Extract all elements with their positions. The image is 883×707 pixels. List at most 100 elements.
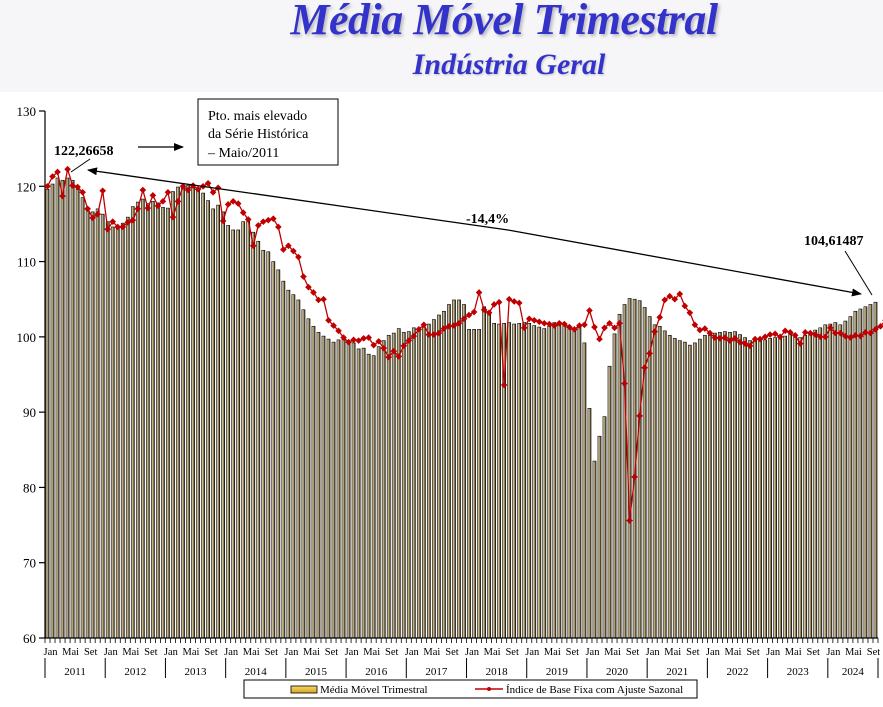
chart-title: Média Móvel Trimestral — [0, 0, 883, 45]
y-tick-label: 110 — [17, 255, 36, 270]
bar — [166, 208, 169, 638]
bar — [693, 343, 696, 638]
bar — [623, 304, 626, 638]
bar — [337, 340, 340, 638]
bar — [869, 304, 872, 638]
x-month-label: Jan — [646, 647, 661, 658]
bar — [688, 345, 691, 638]
x-year-label: 2015 — [305, 666, 328, 678]
bar — [573, 329, 576, 638]
bar — [628, 298, 631, 638]
y-tick-label: 60 — [23, 631, 36, 646]
bar — [467, 329, 470, 638]
line-marker — [512, 299, 517, 304]
line-marker — [45, 184, 50, 189]
bar — [196, 188, 199, 638]
bar — [748, 341, 751, 638]
bar — [733, 332, 736, 638]
bar — [533, 326, 536, 638]
bar — [207, 201, 210, 638]
bar — [708, 335, 711, 638]
bar — [663, 331, 666, 638]
line-marker — [266, 218, 271, 223]
x-month-label: Mai — [664, 647, 681, 658]
bar — [257, 241, 260, 638]
bar — [387, 335, 390, 638]
bar — [297, 300, 300, 638]
x-month-label: Jan — [164, 647, 179, 658]
x-year-label: 2024 — [842, 666, 865, 678]
y-tick-label: 100 — [17, 330, 37, 345]
x-month-label: Set — [566, 647, 580, 658]
bar — [212, 209, 215, 638]
bar — [829, 324, 832, 638]
bar — [548, 326, 551, 638]
bar — [718, 332, 721, 638]
bar — [131, 207, 134, 638]
bar — [71, 180, 74, 638]
bar — [493, 323, 496, 638]
y-tick-label: 130 — [17, 104, 37, 119]
x-month-label: Jan — [104, 647, 119, 658]
x-month-label: Jan — [465, 647, 480, 658]
x-month-label: Mai — [484, 647, 501, 658]
bar — [372, 356, 375, 638]
bar — [673, 338, 676, 638]
x-month-label: Set — [746, 647, 760, 658]
bar — [658, 326, 661, 638]
bar — [56, 178, 59, 638]
bar — [242, 222, 245, 638]
bar — [352, 343, 355, 638]
line-marker — [361, 336, 366, 341]
x-month-label: Jan — [44, 647, 59, 658]
bar — [452, 300, 455, 638]
bar — [126, 217, 129, 638]
bar — [46, 189, 49, 638]
bar — [518, 323, 521, 638]
title-banner: Média Móvel Trimestral Indústria Geral — [0, 0, 883, 92]
bar — [66, 178, 69, 638]
bar — [176, 187, 179, 638]
x-year-label: 2023 — [787, 666, 810, 678]
line-marker — [762, 334, 767, 339]
bar — [191, 186, 194, 638]
bar — [61, 180, 64, 638]
bar — [146, 204, 149, 638]
bar — [834, 323, 837, 638]
line-marker — [476, 290, 481, 295]
legend-bar-swatch — [291, 686, 317, 693]
bar — [312, 326, 315, 638]
bar — [819, 328, 822, 638]
x-year-label: 2016 — [365, 666, 388, 678]
bar — [528, 323, 531, 638]
bar — [588, 408, 591, 638]
bar — [593, 461, 596, 638]
bar — [116, 226, 119, 638]
x-month-label: Jan — [766, 647, 781, 658]
line-marker — [507, 297, 512, 302]
bar — [538, 327, 541, 638]
bar — [402, 332, 405, 638]
line-marker — [587, 308, 592, 313]
bar — [412, 328, 415, 638]
bar — [683, 342, 686, 638]
bar — [217, 205, 220, 638]
change-percent-label: -14,4% — [466, 212, 509, 227]
peak-value-label: 122,26658 — [54, 144, 114, 159]
line-marker — [351, 337, 356, 342]
bar — [764, 340, 767, 638]
x-month-label: Mai — [122, 647, 139, 658]
x-year-label: 2018 — [486, 666, 509, 678]
bar — [332, 342, 335, 638]
x-year-label: 2011 — [64, 666, 86, 678]
bar — [743, 338, 746, 638]
bar — [307, 319, 310, 638]
bar — [432, 320, 435, 638]
bar — [769, 338, 772, 638]
bar — [447, 304, 450, 638]
peak-leader-line — [71, 159, 90, 172]
bar — [754, 340, 757, 638]
legend: Média Móvel Trimestral Índice de Base Fi… — [244, 680, 697, 698]
